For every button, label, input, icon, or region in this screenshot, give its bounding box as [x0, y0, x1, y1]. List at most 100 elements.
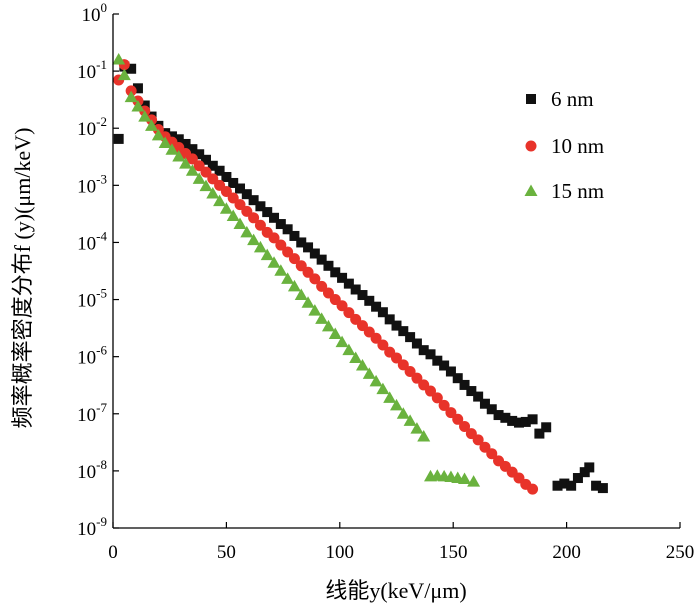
data-point	[500, 412, 511, 423]
data-point	[227, 192, 239, 204]
data-point	[398, 326, 409, 337]
data-point	[253, 240, 267, 253]
data-point	[452, 373, 463, 384]
legend-marker	[525, 140, 537, 152]
data-point	[572, 473, 583, 484]
data-point	[330, 267, 341, 278]
data-point	[295, 260, 307, 272]
data-point	[473, 391, 484, 402]
data-point	[321, 319, 335, 332]
legend-marker	[526, 94, 536, 104]
data-point	[113, 133, 124, 144]
series-6-nm	[113, 61, 608, 494]
data-point	[328, 327, 342, 339]
data-point	[255, 201, 266, 212]
x-axis-label: 线能y(keV/μm)	[325, 578, 466, 603]
data-point	[316, 254, 327, 265]
data-point	[131, 100, 145, 112]
data-point	[151, 128, 165, 141]
data-point	[391, 320, 402, 331]
data-point	[254, 219, 266, 231]
data-point	[248, 195, 259, 206]
data-point	[559, 478, 570, 489]
data-point	[117, 68, 131, 81]
data-point	[226, 209, 240, 222]
data-point	[417, 430, 431, 442]
data-point	[281, 272, 295, 284]
data-point	[228, 177, 239, 188]
data-point	[411, 338, 422, 349]
data-point	[513, 417, 524, 428]
data-point	[486, 448, 498, 460]
data-point	[275, 219, 286, 230]
data-point	[377, 339, 389, 351]
data-point	[383, 391, 397, 403]
data-point	[219, 202, 233, 214]
y-tick-label: 10-7	[77, 400, 107, 426]
x-tick-label: 250	[666, 542, 695, 563]
data-point	[234, 199, 246, 211]
data-point	[479, 398, 490, 409]
data-point	[138, 110, 152, 122]
data-point	[335, 335, 349, 348]
data-point	[369, 374, 383, 387]
data-point	[486, 404, 497, 415]
data-point	[186, 153, 198, 165]
data-point	[472, 434, 484, 446]
data-point	[126, 63, 137, 74]
data-point	[467, 475, 481, 487]
data-point	[145, 119, 159, 131]
y-tick-label: 10-4	[77, 228, 107, 254]
data-point	[213, 194, 227, 207]
data-point	[357, 290, 368, 301]
y-tick-label: 100	[82, 0, 108, 26]
data-point	[206, 186, 220, 199]
data-point	[445, 366, 456, 377]
data-point	[396, 407, 410, 419]
data-point	[309, 273, 321, 285]
data-point	[262, 207, 273, 218]
data-point	[376, 382, 390, 395]
x-tick-label: 0	[108, 542, 118, 563]
data-point	[235, 183, 246, 194]
data-point	[194, 149, 205, 160]
data-point	[349, 351, 363, 363]
data-point	[337, 272, 348, 283]
y-tick-label: 10-6	[77, 343, 107, 369]
data-point	[282, 246, 294, 258]
data-point	[377, 307, 388, 318]
data-point	[287, 279, 301, 292]
data-point	[405, 332, 416, 343]
data-point	[566, 480, 577, 491]
legend-label: 15 nm	[551, 179, 604, 203]
data-point	[165, 143, 179, 155]
data-point	[371, 301, 382, 312]
y-ticks: 100 10-1 10-2 10-3 10-4 10-5 10-6 10-7 10-8 10-9	[77, 0, 119, 540]
data-point	[452, 413, 464, 425]
data-point	[410, 422, 424, 434]
x-tick-label: 50	[217, 542, 236, 563]
data-point	[364, 295, 375, 306]
data-point	[343, 278, 354, 289]
data-point	[158, 136, 172, 149]
y-tick-label: 10-5	[77, 286, 107, 312]
data-point	[112, 52, 126, 65]
series-10-nm	[113, 59, 539, 495]
data-point	[275, 239, 287, 251]
data-point	[552, 480, 563, 491]
data-point	[288, 253, 300, 265]
legend-item: 15 nm	[524, 179, 604, 203]
data-point	[269, 212, 280, 223]
data-point	[323, 260, 334, 271]
data-point	[466, 386, 477, 397]
data-point	[403, 414, 417, 426]
y-tick-label: 10-9	[77, 514, 107, 540]
data-point	[296, 237, 307, 248]
data-point	[179, 157, 193, 169]
data-point	[432, 355, 443, 366]
data-point	[132, 83, 143, 94]
data-point	[240, 225, 254, 238]
legend-label: 10 nm	[551, 134, 604, 158]
data-point	[445, 407, 457, 419]
